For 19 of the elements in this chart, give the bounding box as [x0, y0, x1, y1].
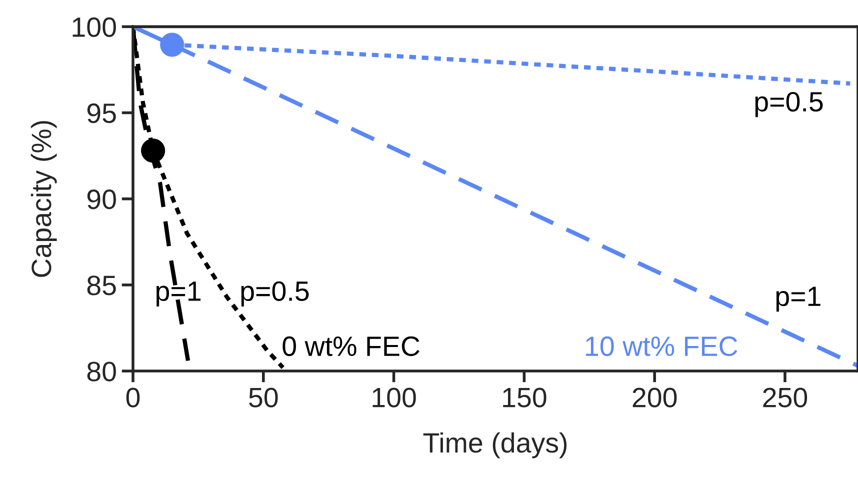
y-tick-label: 90: [87, 190, 116, 210]
series-label: p=1: [156, 282, 201, 306]
annotation: 0 wt% FEC: [282, 336, 420, 356]
y-tick-label: 80: [87, 362, 116, 382]
x-tick-label: 250: [763, 388, 808, 408]
series-label: p=0.5: [241, 281, 309, 306]
annotation: 10 wt% FEC: [586, 336, 738, 356]
series-label: p=0.5: [755, 92, 823, 118]
x-tick-label: 0: [126, 388, 140, 408]
y-tick-label: 85: [87, 276, 116, 296]
series-label: p=1: [776, 286, 820, 312]
x-tick-label: 100: [372, 388, 416, 408]
x-tick-label: 200: [632, 388, 677, 408]
x-tick-label: 50: [249, 388, 278, 408]
y-tick-label: 95: [87, 103, 116, 124]
x-axis-title: Time (days): [423, 432, 567, 458]
y-axis-title: Capacity (%): [30, 121, 57, 277]
y-tick-label: 100: [72, 17, 116, 38]
x-tick-label: 150: [503, 388, 546, 408]
